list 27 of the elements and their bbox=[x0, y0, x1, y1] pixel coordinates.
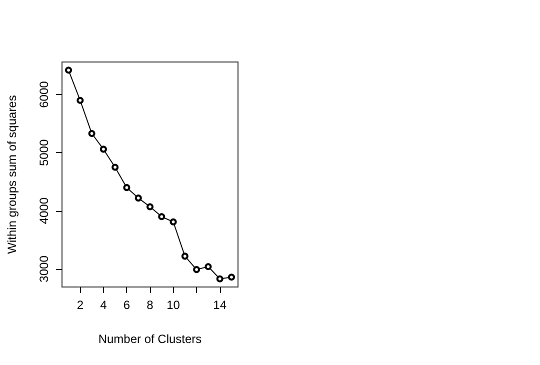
point bbox=[158, 213, 166, 220]
x-axis-title: Number of Clusters bbox=[98, 332, 202, 346]
point bbox=[134, 194, 142, 202]
x-tick-label: 6 bbox=[123, 298, 130, 312]
x-tick-label: 4 bbox=[100, 298, 108, 312]
point bbox=[76, 96, 84, 104]
point bbox=[193, 266, 200, 274]
x-tick-label: 2 bbox=[76, 298, 84, 312]
point bbox=[112, 164, 119, 171]
point bbox=[181, 252, 188, 260]
y-tick-label: 5000 bbox=[37, 139, 51, 166]
y-tick-label: 6000 bbox=[37, 80, 51, 108]
x-tick-label: 8 bbox=[146, 298, 154, 312]
point bbox=[65, 66, 72, 74]
x-tick-label: 14 bbox=[213, 298, 227, 312]
point bbox=[88, 130, 96, 138]
point bbox=[170, 218, 177, 226]
point bbox=[228, 274, 235, 281]
point bbox=[100, 146, 107, 153]
point bbox=[123, 184, 130, 192]
y-axis-title: Within groups sum of squares bbox=[5, 95, 19, 254]
point bbox=[216, 275, 224, 282]
y-tick-label: 4000 bbox=[37, 197, 51, 224]
y-tick-label: 3000 bbox=[37, 255, 51, 282]
point bbox=[204, 263, 212, 270]
point bbox=[146, 203, 154, 210]
x-tick-label: 10 bbox=[166, 298, 180, 312]
